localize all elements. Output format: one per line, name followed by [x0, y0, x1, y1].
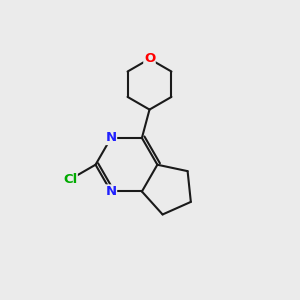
Text: O: O — [144, 52, 155, 65]
Text: N: N — [105, 185, 116, 198]
Text: N: N — [105, 131, 116, 144]
Text: Cl: Cl — [63, 173, 77, 186]
